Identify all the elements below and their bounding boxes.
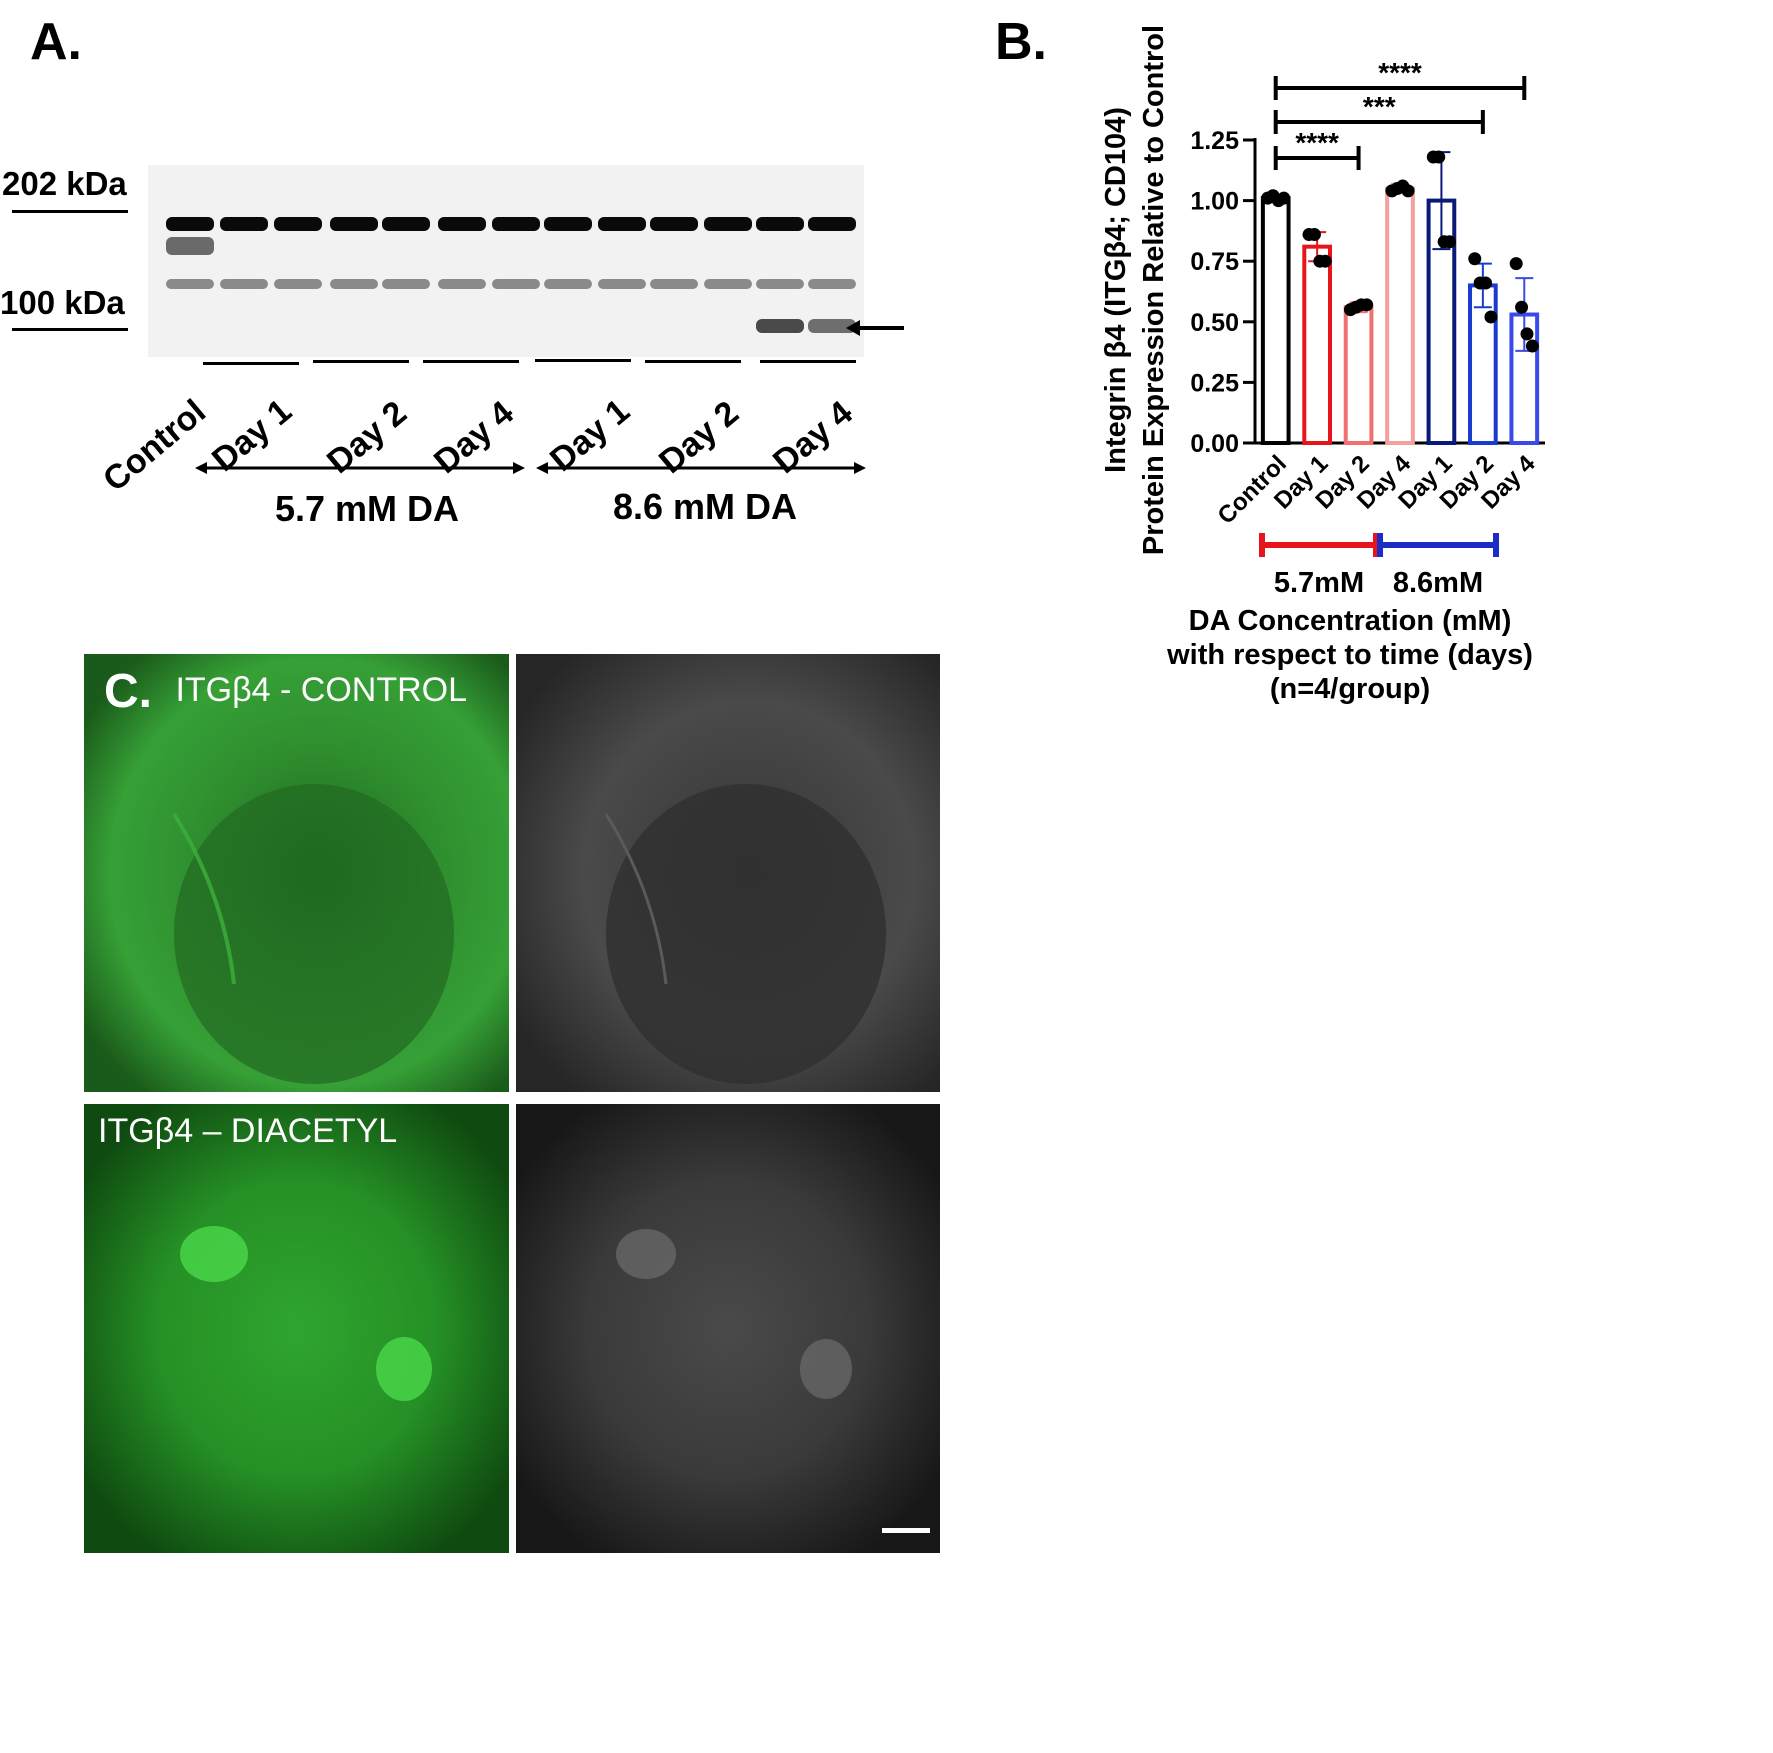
y-tick-label: 1.00 — [1190, 188, 1239, 216]
blot-band-main — [382, 217, 430, 231]
blot-band-main — [274, 217, 322, 231]
y-tick-label: 0.00 — [1190, 430, 1239, 458]
blot-band-minor — [330, 279, 378, 289]
blot-band-main — [438, 217, 486, 231]
data-point — [1468, 252, 1482, 266]
lane-underline — [645, 360, 741, 363]
bar — [1468, 283, 1498, 445]
y-tick-label: 0.75 — [1190, 248, 1239, 276]
sig-label: *** — [1363, 91, 1396, 122]
data-point — [1479, 276, 1493, 290]
data-point — [1432, 150, 1446, 164]
blot-band-minor — [166, 237, 214, 255]
lane-underline — [203, 362, 299, 365]
blot-band-minor — [438, 279, 486, 289]
bar — [1343, 305, 1374, 446]
blot-band-minor — [166, 279, 214, 289]
panel-a-letter: A. — [30, 13, 82, 71]
lane-underline — [535, 359, 631, 362]
lane-underline — [313, 360, 409, 363]
lane-label-control: Control — [96, 392, 214, 500]
x-axis-label: with respect to time (days) — [1166, 639, 1533, 671]
data-point — [1277, 191, 1291, 205]
data-point — [1520, 327, 1534, 341]
blot-band-minor — [274, 279, 322, 289]
panel-b-letter: B. — [995, 13, 1047, 71]
micrograph-diacetyl-gray — [516, 1104, 940, 1553]
blot-band-minor — [544, 279, 592, 289]
blot-band-minor — [382, 279, 430, 289]
blot-band-main — [598, 217, 646, 231]
micrograph-label-control: C. ITGβ4 - CONTROL — [104, 664, 467, 719]
blot-band-main — [544, 217, 592, 231]
mw-marker-100: 100 kDa — [0, 284, 125, 321]
western-blot-image — [148, 165, 864, 357]
blot-band-minor — [598, 279, 646, 289]
blot-band-minor — [704, 279, 752, 289]
blot-band-minor — [756, 279, 804, 289]
data-point — [1401, 184, 1415, 198]
group-label-57: 5.7 mM DA — [275, 488, 460, 529]
blot-band-main — [808, 217, 856, 231]
y-tick-label: 1.25 — [1190, 127, 1239, 155]
data-point — [1360, 298, 1374, 312]
blot-band-main — [756, 217, 804, 231]
sig-label: **** — [1378, 57, 1422, 88]
mw-line-100 — [12, 328, 128, 331]
label-diacetyl-text: ITGβ4 – DIACETYL — [98, 1112, 398, 1150]
blot-band-minor — [808, 279, 856, 289]
y-axis-label: Integrin β4 (ITGβ4; CD104) — [1100, 107, 1132, 473]
band-arrow-icon — [846, 316, 906, 345]
data-point — [1525, 339, 1539, 353]
blot-band-main — [166, 217, 214, 231]
y-tick-label: 0.25 — [1190, 369, 1239, 397]
sig-label: **** — [1295, 127, 1339, 158]
blot-band-main — [650, 217, 698, 231]
blot-band-minor — [650, 279, 698, 289]
x-axis-label: DA Concentration (mM) — [1189, 605, 1512, 637]
blot-band-cleaved — [756, 319, 804, 333]
blot-band-main — [220, 217, 268, 231]
scale-bar — [882, 1528, 930, 1533]
label-control-text: ITGβ4 - CONTROL — [175, 671, 468, 709]
micrograph-diacetyl-green — [84, 1104, 509, 1553]
blot-band-main — [704, 217, 752, 231]
mw-line-202 — [12, 210, 128, 213]
blot-band-cleaved — [808, 319, 856, 333]
bar — [1302, 244, 1332, 445]
data-point — [1509, 257, 1523, 271]
group-label: 8.6mM — [1393, 567, 1483, 599]
mw-marker-202: 202 kDa — [2, 165, 127, 202]
group-arrow-86 — [536, 458, 866, 483]
bar — [1260, 196, 1291, 445]
blot-band-main — [492, 217, 540, 231]
group-label: 5.7mM — [1274, 567, 1364, 599]
data-point — [1515, 300, 1529, 314]
group-arrow-57 — [195, 458, 525, 483]
data-point — [1484, 310, 1498, 324]
bar-chart: 0.00 0.25 0.50 0.75 1.00 1.25 Integrin β4 (ITG… — [1090, 0, 1773, 720]
micrograph-control-gray — [516, 654, 940, 1092]
group-label-86: 8.6 mM DA — [613, 486, 798, 527]
y-axis-label: Protein Expression Relative to Control — [1138, 25, 1170, 555]
lane-underline — [760, 360, 856, 363]
data-point — [1443, 235, 1457, 249]
data-point — [1318, 254, 1332, 268]
bar — [1385, 186, 1415, 445]
micrograph-control-green — [84, 654, 509, 1092]
data-point — [1307, 228, 1321, 242]
lane-underline — [423, 360, 519, 363]
blot-band-main — [330, 217, 378, 231]
blot-band-minor — [492, 279, 540, 289]
x-axis-label: (n=4/group) — [1270, 673, 1430, 705]
panel-c-letter: C. — [104, 665, 152, 718]
blot-band-minor — [220, 279, 268, 289]
y-tick-label: 0.50 — [1190, 309, 1239, 337]
